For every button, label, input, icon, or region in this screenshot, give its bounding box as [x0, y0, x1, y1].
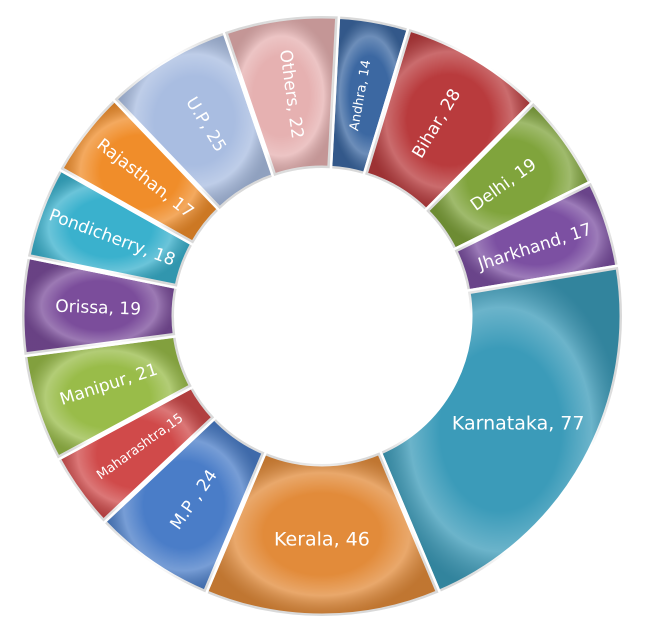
slice-shine	[57, 386, 215, 522]
slice-shine	[329, 16, 410, 175]
slice-shine	[426, 103, 591, 251]
slice-shine	[379, 266, 622, 593]
data-label: Orissa, 19	[55, 297, 141, 320]
slice-shine	[103, 417, 265, 593]
slice-shine	[60, 99, 220, 244]
slice-shine	[24, 335, 192, 459]
slice-shine	[114, 32, 275, 210]
data-label: Kerala, 46	[274, 529, 370, 551]
slice-shine	[224, 16, 338, 176]
slice-shine	[454, 182, 618, 292]
slice-shine	[205, 452, 439, 616]
slice-shine	[365, 28, 534, 211]
slice-shine	[27, 168, 194, 287]
data-label: Karnataka, 77	[452, 413, 585, 435]
